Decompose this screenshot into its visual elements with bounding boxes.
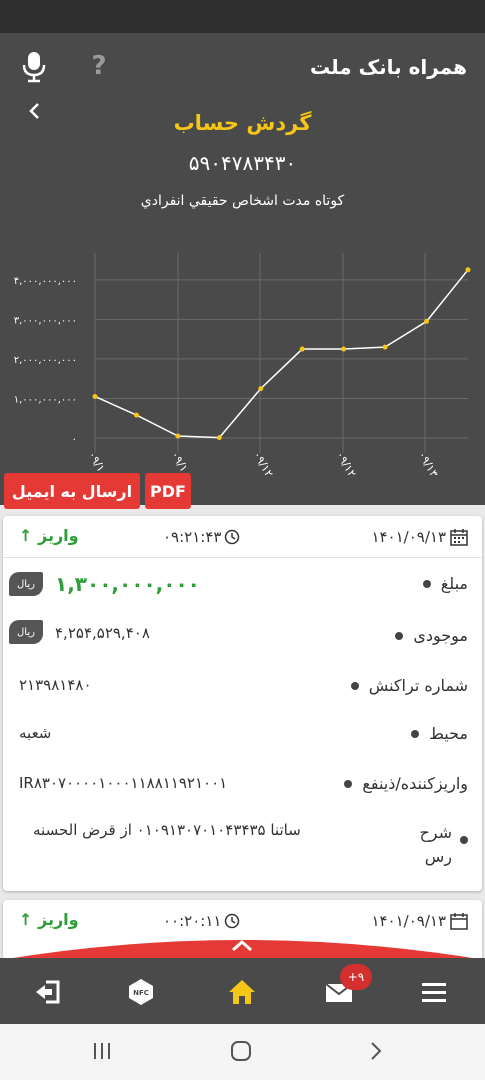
account-number: ۵۹۰۴۷۸۳۴۳۰ bbox=[188, 151, 297, 175]
status-bar bbox=[0, 0, 485, 33]
bullet-icon bbox=[422, 579, 431, 588]
x-tick-label: ۰۹/۱۲ bbox=[334, 449, 359, 478]
transaction-date: ۱۴۰۱/۰۹/۱۳ bbox=[371, 528, 468, 546]
x-tick-label: ۰۹/۱۳ bbox=[416, 449, 441, 478]
amount-row: مبلغ ريال ۱,۳۰۰,۰۰۰,۰۰۰ bbox=[3, 572, 482, 602]
data-point bbox=[133, 412, 139, 418]
y-tick-label: ۲,۰۰۰,۰۰۰,۰۰۰ bbox=[14, 355, 77, 366]
transaction-time: ۰۰:۲۰:۱۱ bbox=[163, 912, 240, 930]
amount-value: ۱,۳۰۰,۰۰۰,۰۰۰ bbox=[55, 572, 200, 596]
bottom-nav: NFC bbox=[0, 958, 485, 1024]
channel-row: محيط شعبه bbox=[3, 722, 482, 752]
recent-apps-icon[interactable] bbox=[92, 1042, 112, 1060]
bullet-icon bbox=[395, 631, 404, 640]
balance-label: موجودی bbox=[413, 626, 468, 645]
date-text: ۱۴۰۱/۰۹/۱۳ bbox=[371, 528, 446, 546]
calendar-icon bbox=[450, 913, 468, 930]
home-button-icon[interactable] bbox=[230, 1040, 252, 1062]
chevron-up-icon bbox=[232, 939, 252, 952]
clock-icon bbox=[225, 913, 240, 929]
balance-chart: ۰ ۱,۰۰۰,۰۰۰,۰۰۰ ۲,۰۰۰,۰۰۰,۰۰۰ ۳,۰۰۰,۰۰۰,۰۰۰… bbox=[14, 253, 471, 478]
type-text: واريز bbox=[37, 910, 79, 929]
channel-label: محيط bbox=[429, 724, 468, 743]
chevron-left-icon[interactable] bbox=[24, 101, 44, 121]
data-point bbox=[424, 318, 430, 324]
deposit-type: واريز ↑ bbox=[19, 910, 79, 929]
data-point bbox=[382, 344, 388, 350]
bullet-icon bbox=[350, 681, 359, 690]
pdf-button[interactable]: PDF bbox=[145, 473, 191, 509]
depositor-row: واريزكننده/ذينفع IR۸۳۰۷۰۰۰۰۱۰۰۰۱۱۸۸۱۱۹۲۱… bbox=[3, 772, 482, 802]
bullet-icon bbox=[344, 779, 353, 788]
clock-icon bbox=[225, 529, 240, 545]
y-tick-label: ۰ bbox=[72, 434, 77, 445]
header: همراه بانک ملت ? گردش حساب ۵۹۰۴۷۸۳۴۳۰ كو… bbox=[0, 33, 485, 509]
data-point bbox=[465, 267, 471, 273]
y-tick-label: ۴,۰۰۰,۰۰۰,۰۰۰ bbox=[14, 276, 77, 287]
menu-icon[interactable] bbox=[418, 976, 450, 1008]
tx-label: شماره تراکنش bbox=[368, 676, 468, 695]
deposit-type: واريز ↑ bbox=[19, 526, 79, 545]
data-point bbox=[299, 346, 305, 352]
arrow-up-icon: ↑ bbox=[19, 910, 33, 929]
send-email-button[interactable]: ارسال به ايميل bbox=[4, 473, 140, 509]
data-point bbox=[258, 386, 264, 392]
arrow-up-icon: ↑ bbox=[19, 526, 33, 545]
transaction-card[interactable]: ۱۴۰۱/۰۹/۱۳ ۰۹:۲۱:۴۳ واريز ↑ مبلغ ريال bbox=[3, 516, 482, 891]
description-value: ساتنا ۰۱۰۹۱۳۰۷۰۱۰۴۳۴۳۵ از قرض الحسنه bbox=[33, 821, 301, 839]
amount-label: مبلغ bbox=[440, 574, 468, 593]
expand-handle[interactable] bbox=[0, 930, 485, 960]
time-text: ۰۹:۲۱:۴۳ bbox=[163, 528, 222, 546]
back-icon[interactable] bbox=[368, 1040, 384, 1062]
home-icon[interactable] bbox=[226, 976, 258, 1008]
data-point bbox=[92, 393, 98, 399]
depositor-label: واريزكننده/ذينفع bbox=[362, 774, 468, 793]
time-text: ۰۰:۲۰:۱۱ bbox=[163, 912, 222, 930]
app-title: همراه بانک ملت bbox=[309, 55, 467, 79]
nfc-label: NFC bbox=[133, 989, 149, 997]
system-nav bbox=[0, 1024, 485, 1080]
bullet-icon bbox=[460, 836, 468, 844]
currency-badge: ريال bbox=[9, 620, 43, 644]
card-header: ۱۴۰۱/۰۹/۱۳ ۰۹:۲۱:۴۳ واريز ↑ bbox=[3, 516, 482, 558]
channel-value: شعبه bbox=[19, 724, 52, 742]
x-tick-label: ۰۹/۱۲ bbox=[251, 449, 276, 478]
data-point bbox=[175, 433, 181, 439]
account-type: كوتاه مدت اشخاص حقيقي انفرادي bbox=[140, 193, 345, 209]
y-tick-label: ۱,۰۰۰,۰۰۰,۰۰۰ bbox=[14, 394, 77, 405]
logout-icon[interactable] bbox=[32, 976, 64, 1008]
notification-badge: +۹ bbox=[340, 964, 372, 990]
type-text: واريز bbox=[37, 526, 79, 545]
description-label: شرح رس bbox=[419, 823, 452, 866]
transaction-number-row: شماره تراکنش ۲۱۳۹۸۱۴۸۰ bbox=[3, 674, 482, 704]
y-tick-label: ۳,۰۰۰,۰۰۰,۰۰۰ bbox=[14, 315, 77, 326]
date-text: ۱۴۰۱/۰۹/۱۳ bbox=[371, 912, 446, 930]
data-point bbox=[216, 435, 222, 441]
transaction-date: ۱۴۰۱/۰۹/۱۳ bbox=[371, 912, 468, 930]
depositor-value: IR۸۳۰۷۰۰۰۰۱۰۰۰۱۱۸۸۱۱۹۲۱۰۰۱ bbox=[19, 774, 228, 792]
data-point bbox=[341, 346, 347, 352]
card-header: ۱۴۰۱/۰۹/۱۳ ۰۰:۲۰:۱۱ واريز ↑ bbox=[3, 900, 482, 942]
tx-number: ۲۱۳۹۸۱۴۸۰ bbox=[19, 676, 92, 694]
help-icon[interactable]: ? bbox=[91, 51, 107, 81]
calendar-icon bbox=[450, 529, 468, 546]
transaction-time: ۰۹:۲۱:۴۳ bbox=[163, 528, 240, 546]
microphone-icon[interactable] bbox=[22, 51, 46, 83]
currency-badge: ريال bbox=[9, 572, 43, 596]
bullet-icon bbox=[411, 729, 420, 738]
balance-value: ۴,۲۵۴,۵۲۹,۴۰۸ bbox=[55, 624, 150, 642]
balance-row: موجودی ريال ۴,۲۵۴,۵۲۹,۴۰۸ bbox=[3, 620, 482, 650]
nfc-icon[interactable]: NFC bbox=[125, 976, 157, 1008]
series-line bbox=[94, 269, 469, 439]
page-title: گردش حساب bbox=[173, 111, 312, 135]
